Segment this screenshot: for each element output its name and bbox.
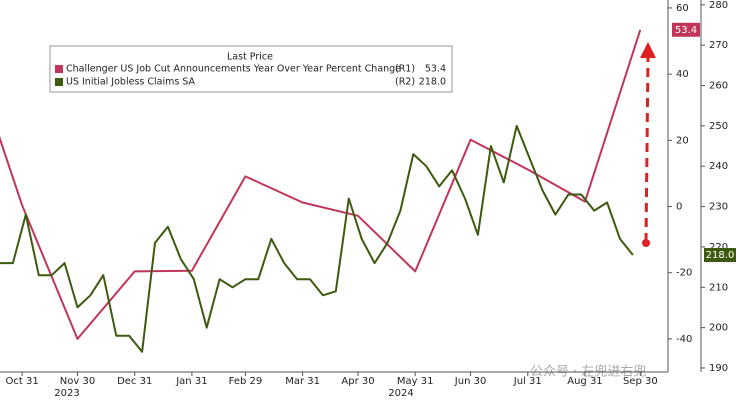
legend-title: Last Price [227, 52, 273, 63]
x-tick-label: Feb 29 [229, 376, 263, 387]
y2-tick-label: 270 [709, 40, 728, 51]
x-tick-label: Oct 31 [6, 376, 39, 387]
last-value-tag [704, 247, 736, 262]
legend: Last Price Challenger US Job Cut Announc… [49, 45, 453, 93]
x-tick-label: May 31 [397, 376, 434, 387]
last-value-tag [672, 22, 700, 37]
legend-axis-tag: (R2) [395, 77, 415, 88]
annotation-arrow [640, 42, 656, 247]
plot-area [0, 29, 642, 353]
legend-axis-tag: (R1) [395, 64, 415, 75]
y2-tick-label: 240 [709, 161, 728, 172]
legend-value: 53.4 [425, 64, 446, 75]
series-line [0, 124, 634, 353]
y-tick-label: 40 [676, 69, 689, 80]
y-tick-label: -40 [676, 334, 692, 345]
x-tick-label: Jan 31 [175, 376, 207, 387]
x-tick-label: Dec 31 [117, 376, 152, 387]
x-tick-label: Mar 31 [285, 376, 320, 387]
last-value-label: 218.0 [706, 250, 735, 261]
x-tick-label: Apr 30 [341, 376, 374, 387]
y-tick-label: 20 [676, 135, 689, 146]
x-tick-label: Sep 30 [623, 376, 658, 387]
legend-value: 218.0 [419, 77, 446, 88]
legend-swatch [55, 78, 63, 86]
legend-swatch [55, 65, 63, 73]
x-tick-label: Nov 30 [60, 376, 95, 387]
x-tick-label: Jul 31 [513, 376, 542, 387]
y-tick-label: -20 [676, 268, 692, 279]
legend-label: Challenger US Job Cut Announcements Year… [66, 64, 401, 75]
y-tick-label: 0 [676, 202, 682, 213]
year-label: 2023 [54, 388, 79, 399]
year-label: 2024 [388, 388, 413, 399]
x-tick-label: Aug 31 [567, 376, 602, 387]
x-tick-label: Jun 30 [454, 376, 487, 387]
legend-label: US Initial Jobless Claims SA [66, 77, 196, 88]
y2-tick-label: 280 [709, 0, 728, 11]
y2-tick-label: 210 [709, 282, 728, 293]
y2-tick-label: 200 [709, 323, 728, 334]
y-tick-label: 60 [676, 3, 689, 14]
last-value-label: 53.4 [675, 25, 697, 36]
legend-box [49, 45, 453, 93]
y2-tick-label: 250 [709, 121, 728, 132]
y2-tick-label: 190 [709, 363, 728, 374]
series-line [0, 29, 642, 340]
y2-tick-label: 230 [709, 202, 728, 213]
y2-tick-label: 260 [709, 81, 728, 92]
y2-tick-label: 220 [709, 242, 728, 253]
